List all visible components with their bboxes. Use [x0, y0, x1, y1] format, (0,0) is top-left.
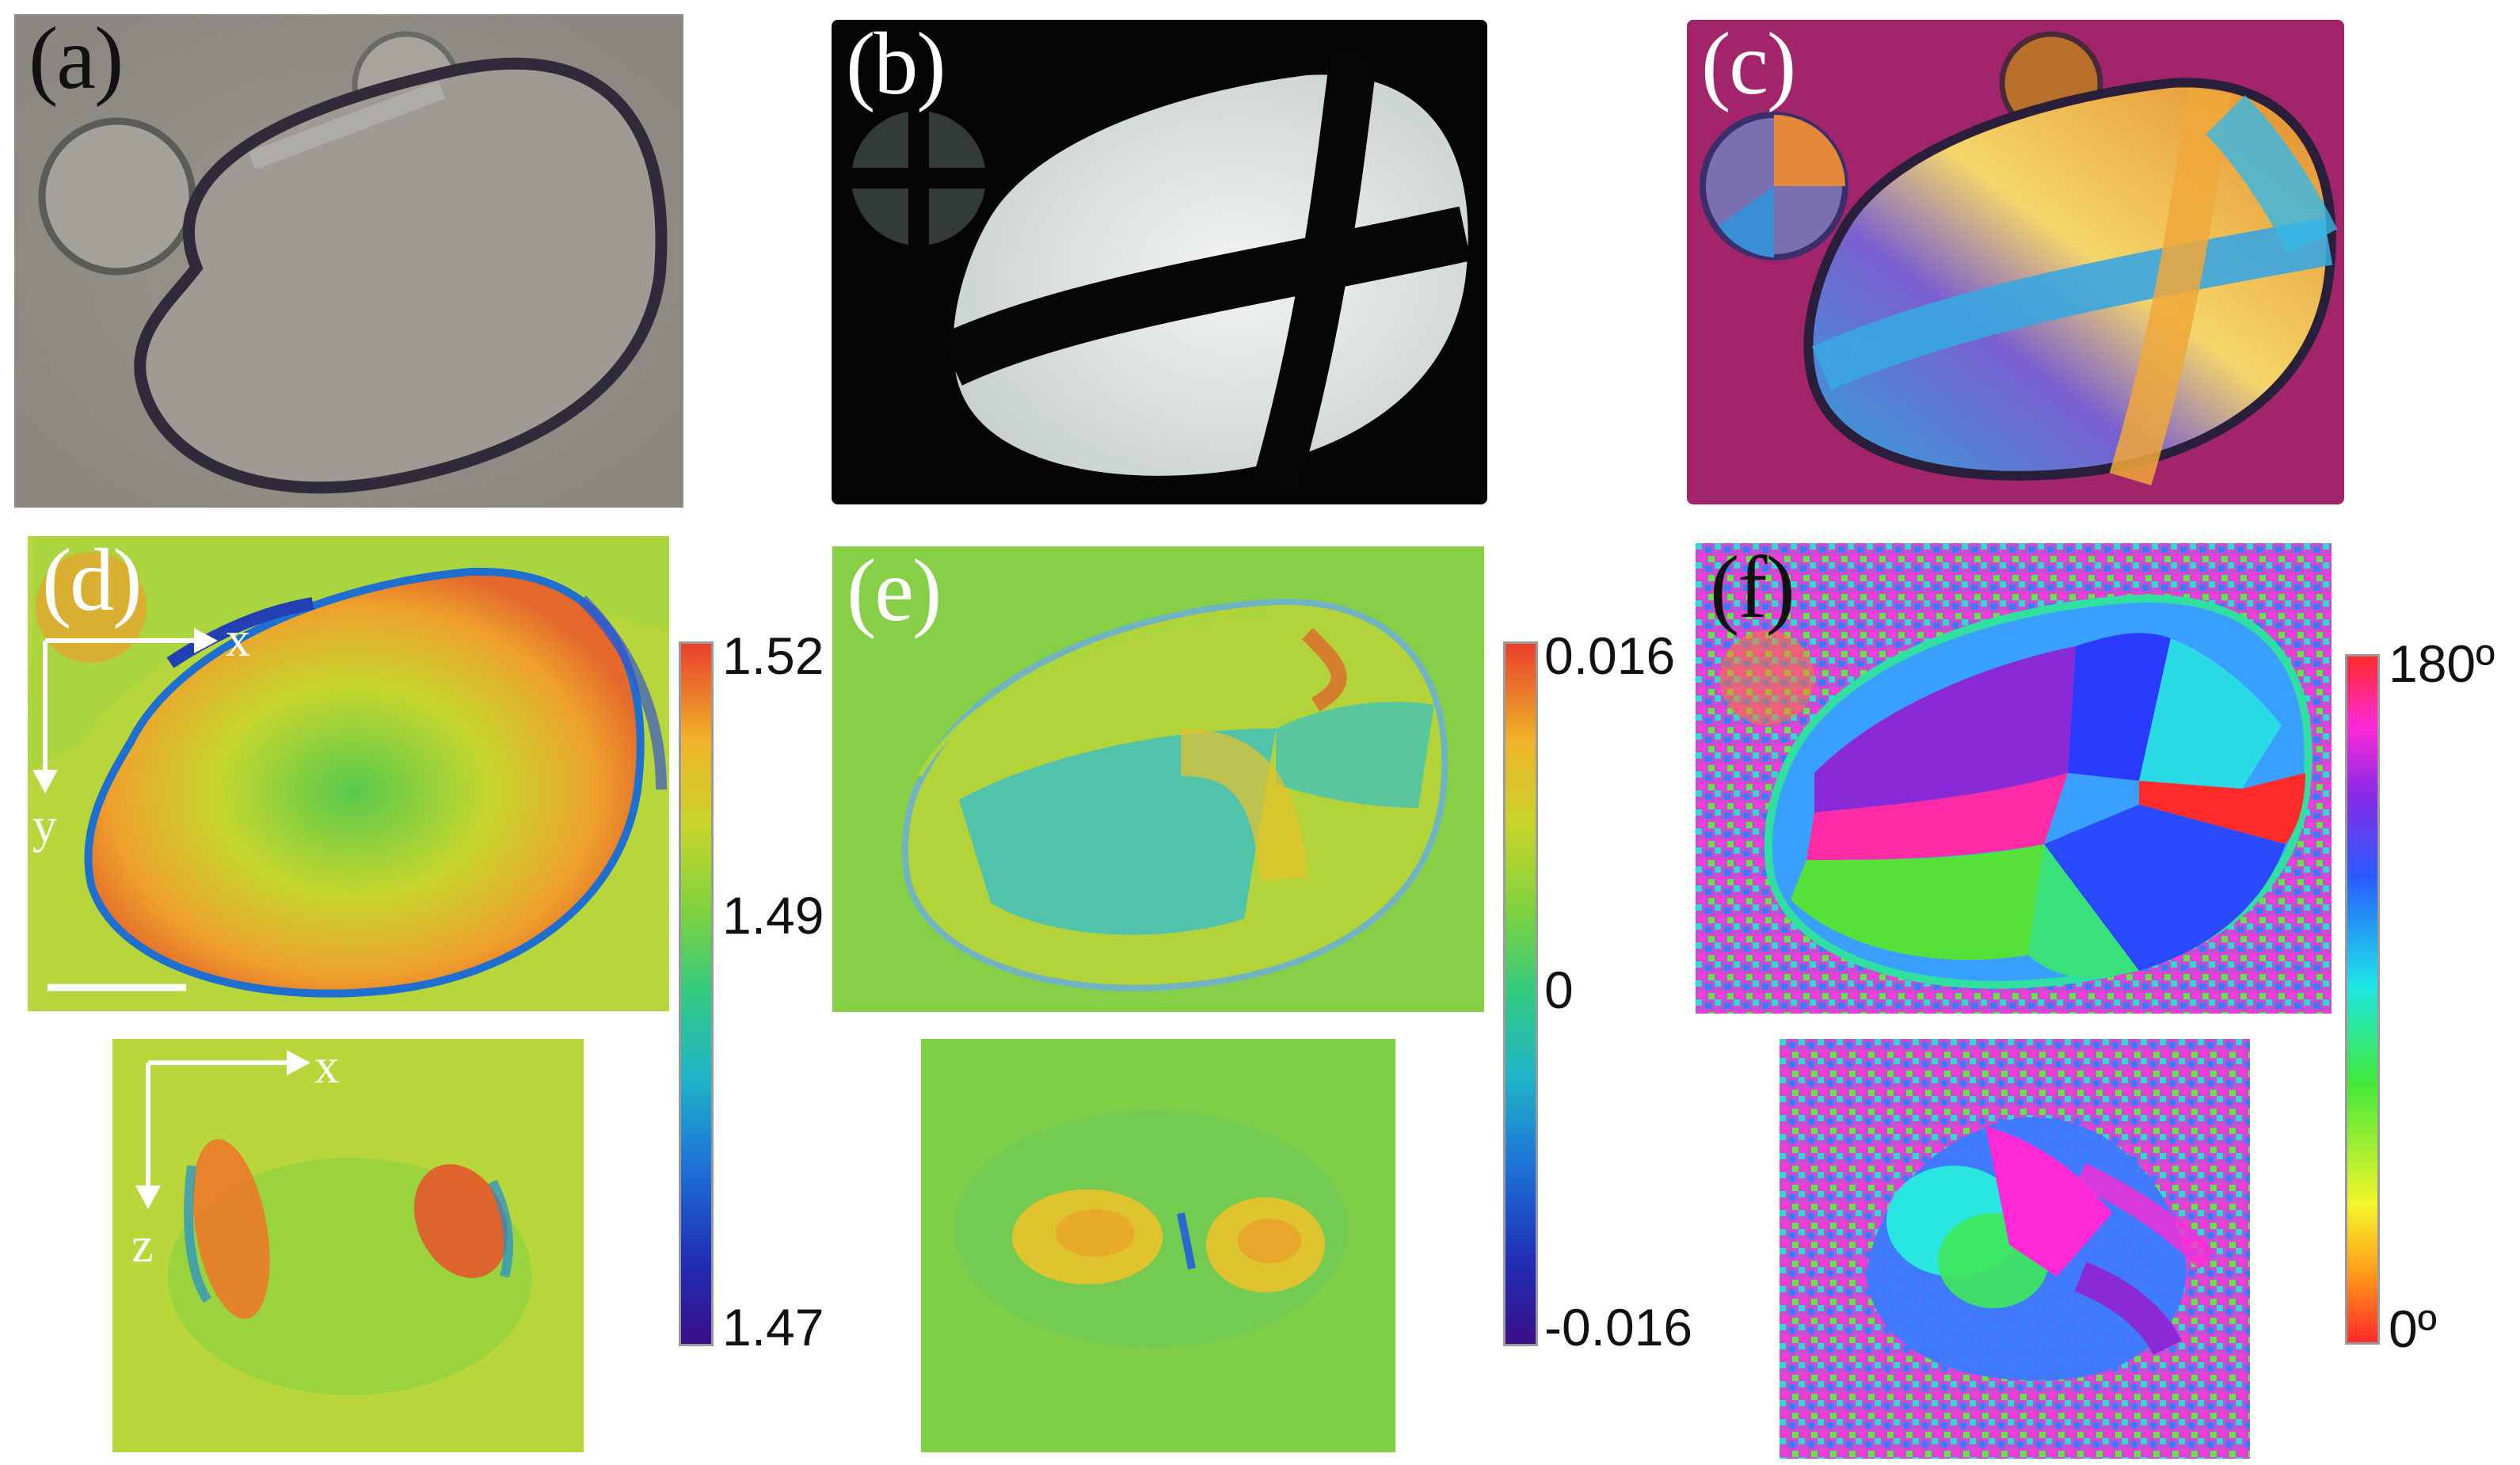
- panel-f-bottom: [1780, 1039, 2250, 1459]
- colorbar-d-max: 1.52: [722, 626, 824, 685]
- colorbar-d-min: 1.47: [722, 1298, 824, 1357]
- panel-c: (c): [1687, 20, 2344, 504]
- panel-e-top: (e): [832, 546, 1484, 1012]
- panel-b: (b): [832, 20, 1487, 504]
- panel-label-d: (d): [42, 536, 143, 630]
- birefringence-xz-map: [921, 1039, 1395, 1452]
- colorbar-e-min: -0.016: [1544, 1298, 1693, 1357]
- panel-d-bottom: x z: [112, 1039, 584, 1452]
- colorbar-f-max: 180º: [2389, 634, 2495, 693]
- birefringence-xy-map: [832, 546, 1484, 1012]
- refractive-index-xz-map: [112, 1039, 584, 1452]
- orientation-xz-map: [1780, 1039, 2250, 1459]
- panel-label-e: (e): [847, 546, 942, 640]
- panel-e-bottom: [921, 1039, 1395, 1452]
- colorbar-e-max: 0.016: [1544, 626, 1676, 685]
- cell-polarized-image: [851, 48, 1471, 494]
- cell-brightfield-image: [14, 14, 683, 508]
- panel-label-b: (b): [846, 20, 946, 113]
- panel-label-a: (a): [29, 14, 124, 108]
- colorbar-e-mid: 0: [1544, 961, 1574, 1019]
- panel-label-f: (f): [1710, 543, 1795, 637]
- panel-a: (a): [14, 14, 683, 508]
- panel-f-top: (f): [1696, 543, 2332, 1014]
- panel-label-c: (c): [1701, 20, 1796, 113]
- cell-compensator-image: [1700, 31, 2338, 485]
- axis-label-y: y: [32, 799, 57, 853]
- colorbar-d-mid: 1.49: [722, 886, 824, 945]
- colorbar-orientation: [2345, 654, 2380, 1345]
- colorbar-f-min: 0º: [2389, 1299, 2437, 1358]
- refractive-index-xy-map: [28, 536, 669, 1011]
- orientation-xy-map: [1696, 543, 2332, 1014]
- panel-d-top: (d) x y: [28, 536, 669, 1011]
- axis-label-x-bottom: x: [314, 1040, 339, 1094]
- axis-label-z: z: [131, 1219, 154, 1273]
- colorbar-birefringence: [1503, 641, 1538, 1346]
- axis-label-x: x: [226, 613, 250, 667]
- colorbar-refractive-index: [679, 641, 714, 1346]
